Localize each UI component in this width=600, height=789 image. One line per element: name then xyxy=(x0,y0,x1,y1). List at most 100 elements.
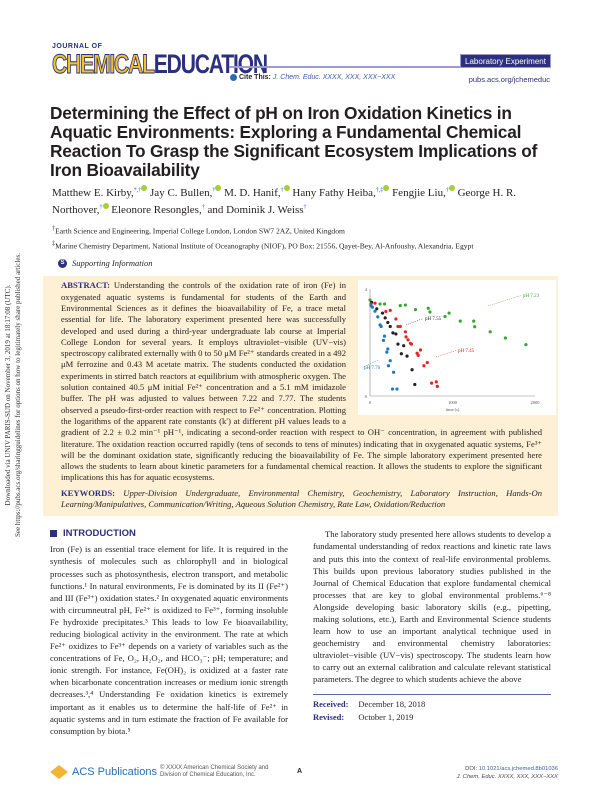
data-point-pH-7-45 xyxy=(425,361,429,365)
x-tick-label: 2000 xyxy=(531,400,541,405)
data-point-pH-7-23 xyxy=(447,311,451,316)
data-point-pH-7-23 xyxy=(503,336,507,340)
logo-education: EDUCATION xyxy=(153,49,268,79)
journal-url[interactable]: pubs.acs.org/jchemeduc xyxy=(468,75,550,84)
intro-right-column: The laboratory study presented here allo… xyxy=(313,529,551,685)
data-point-pH-7-55 xyxy=(394,332,398,336)
data-point-pH-7-45 xyxy=(422,364,426,368)
download-notice-line1: Downloaded via UNIV PARIS-SUD on Novembe… xyxy=(4,284,12,506)
data-point-pH-7-76 xyxy=(395,387,399,392)
article-type-badge: Laboratory Experiment xyxy=(460,54,551,68)
article-title: Determining the Effect of pH on Iron Oxi… xyxy=(50,103,538,180)
data-point-pH-7-76 xyxy=(382,334,387,339)
acs-diamond-icon xyxy=(50,765,68,779)
orcid-icon[interactable] xyxy=(215,185,222,191)
acs-publications-logo[interactable]: ACS Publications xyxy=(50,765,160,779)
data-point-pH-7-55 xyxy=(396,342,400,347)
header-rule xyxy=(229,66,461,68)
data-point-pH-7-76 xyxy=(388,359,392,363)
data-point-pH-7-76 xyxy=(379,325,383,329)
data-point-pH-7-76 xyxy=(385,350,389,355)
cite-icon xyxy=(230,74,237,81)
author[interactable]: Fengjie Liu,† xyxy=(392,185,455,199)
logo-journal-of: JOURNAL OF xyxy=(52,43,103,50)
toc-graphic: 0 1000 2000 0 4 time (s) pH 7.23 pH 7.55 pH 7.45… xyxy=(358,280,556,416)
data-point-pH-7-45 xyxy=(434,380,438,384)
data-point-pH-7-45 xyxy=(394,317,398,321)
data-point-pH-7-23 xyxy=(378,302,382,306)
abstract-box: 0 1000 2000 0 4 time (s) pH 7.23 pH 7.55 pH 7.45… xyxy=(43,276,558,517)
data-point-pH-7-55 xyxy=(375,307,379,311)
received-label: Received: xyxy=(313,698,349,709)
affiliation-2: ‡Marine Chemistry Department, National I… xyxy=(52,240,474,251)
download-notice-line2[interactable]: See https://pubs.acs.org/sharingguidelin… xyxy=(13,253,22,537)
series-label-leader xyxy=(435,350,457,358)
doi-block: DOI: 10.1021/acs.jchemed.8b01036 J. Chem… xyxy=(456,766,558,780)
copyright: © XXXX American Chemical Society and Divi… xyxy=(160,765,269,778)
author[interactable]: M. D. Hanif,† xyxy=(224,185,290,199)
series-label: pH 7.23 xyxy=(523,294,540,299)
orcid-icon[interactable] xyxy=(141,185,148,191)
data-point-pH-7-55 xyxy=(380,311,385,316)
series-label: pH 7.45 xyxy=(458,349,475,354)
received-date: December 18, 2018 xyxy=(358,698,426,709)
data-point-pH-7-23 xyxy=(473,325,477,329)
data-point-pH-7-23 xyxy=(398,304,402,308)
data-point-pH-7-45 xyxy=(396,325,400,329)
data-point-pH-7-45 xyxy=(403,330,407,334)
data-point-pH-7-55 xyxy=(383,316,387,320)
data-point-pH-7-45 xyxy=(388,309,392,313)
data-point-pH-7-76 xyxy=(376,315,380,319)
cite-reference: J. Chem. Educ. XXXX, XXX, XXX−XXX xyxy=(272,74,396,81)
cite-this[interactable]: Cite This: J. Chem. Educ. XXXX, XXX, XXX… xyxy=(230,74,395,81)
publisher-name: ACS Publications xyxy=(72,766,157,778)
orcid-icon[interactable] xyxy=(283,185,290,191)
body-columns: INTRODUCTION Iron (Fe) is an essential t… xyxy=(43,528,558,737)
affiliation-1: †Earth Science and Engineering, Imperial… xyxy=(52,225,345,236)
author[interactable]: George H. R. Northover,† xyxy=(52,186,517,217)
data-point-pH-7-23 xyxy=(426,307,430,311)
author[interactable]: Jay C. Bullen,† xyxy=(150,185,222,199)
data-point-pH-7-55 xyxy=(410,368,414,372)
toc-scatter-plot: 0 1000 2000 0 4 time (s) pH 7.23 pH 7.55 pH 7.45… xyxy=(361,287,541,412)
data-point-pH-7-23 xyxy=(524,343,528,347)
author[interactable]: Hany Fathy Heiba,†,‡ xyxy=(292,185,390,199)
keywords-text: Upper-Division Undergraduate, Environmen… xyxy=(61,487,542,510)
keywords-label: KEYWORDS: xyxy=(61,487,115,498)
data-point-pH-7-45 xyxy=(384,310,388,314)
author[interactable]: Eleonore Resongles,† xyxy=(111,204,205,217)
doi-link[interactable]: 10.1021/acs.jchemed.8b01036 xyxy=(478,766,558,772)
orcid-icon[interactable] xyxy=(383,185,390,191)
data-point-pH-7-76 xyxy=(390,387,395,392)
abstract-label: ABSTRACT: xyxy=(61,280,111,291)
y-tick-label: 0 xyxy=(365,394,368,399)
data-point-pH-7-55 xyxy=(388,325,392,329)
data-point-pH-7-45 xyxy=(409,342,414,347)
supporting-info-icon: S xyxy=(58,258,67,268)
author[interactable]: and Dominik J. Weiss† xyxy=(207,204,307,217)
data-point-pH-7-23 xyxy=(413,308,418,312)
data-point-pH-7-76 xyxy=(386,347,390,351)
x-axis-label: time (s) xyxy=(446,407,460,412)
orcid-icon[interactable] xyxy=(448,185,455,191)
page-number: A xyxy=(297,768,303,775)
data-point-pH-7-55 xyxy=(399,352,403,356)
x-tick-label: 1000 xyxy=(448,400,458,405)
supporting-information-link[interactable]: S Supporting Information xyxy=(58,258,558,268)
revised-date: October 1, 2019 xyxy=(358,711,414,722)
data-point-pH-7-45 xyxy=(373,301,377,306)
data-point-pH-7-23 xyxy=(368,298,372,302)
data-point-pH-7-45 xyxy=(406,338,410,342)
data-point-pH-7-55 xyxy=(413,383,417,387)
author-list: Matthew E. Kirby,*,† Jay C. Bullen,† M. … xyxy=(43,183,558,218)
page-footer: ACS Publications © XXXX American Chemica… xyxy=(43,757,558,781)
journal-logo[interactable]: JOURNAL OF CHEMICALEDUCATION xyxy=(52,43,268,85)
x-tick-label: 0 xyxy=(369,400,372,405)
data-point-pH-7-23 xyxy=(488,330,492,334)
data-point-pH-7-76 xyxy=(391,370,396,375)
supporting-info-label: Supporting Information xyxy=(72,258,153,269)
author[interactable]: Matthew E. Kirby,*,† xyxy=(52,185,148,199)
revised-label: Revised: xyxy=(313,711,345,722)
left-column: INTRODUCTION Iron (Fe) is an essential t… xyxy=(50,528,288,737)
orcid-icon[interactable] xyxy=(102,202,109,209)
